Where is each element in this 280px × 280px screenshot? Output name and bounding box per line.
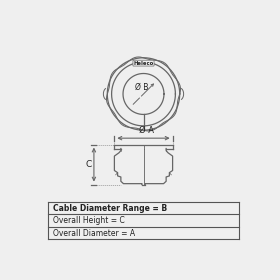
Text: Ø B: Ø B <box>135 83 148 92</box>
Text: Cable Diameter Range = B: Cable Diameter Range = B <box>53 204 167 213</box>
Text: C: C <box>85 160 92 169</box>
Text: Overall Height = C: Overall Height = C <box>53 216 125 225</box>
Text: Ø A: Ø A <box>139 126 154 135</box>
Text: Heleco: Heleco <box>133 61 154 66</box>
Text: Overall Diameter = A: Overall Diameter = A <box>53 228 135 237</box>
